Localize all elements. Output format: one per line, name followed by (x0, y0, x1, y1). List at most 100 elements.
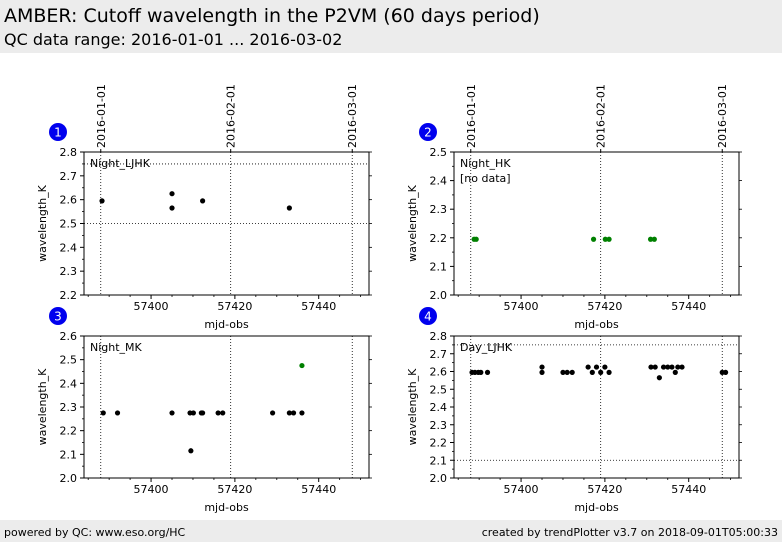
chart-panel-4: 57400 57420 57440 2.0 2.1 2.2 2.3 2.4 2.5 2.6 2.7 2… (406, 307, 742, 514)
data-point (660, 364, 667, 370)
panel-number: 2 (424, 126, 432, 140)
x-axis-label: mjd-obs (204, 318, 249, 331)
y-tick-label: 2.2 (430, 437, 448, 450)
data-point (200, 198, 206, 204)
x-axis-label: mjd-obs (204, 501, 249, 514)
y-tick-label: 2.6 (60, 330, 78, 343)
data-point (190, 410, 196, 416)
y-axis-label: wavelength_K (406, 368, 419, 446)
plot-frame (83, 335, 370, 479)
data-point (672, 369, 678, 375)
panel-number: 4 (424, 310, 432, 324)
no-data-note: [no data] (460, 172, 511, 185)
data-point (665, 364, 671, 370)
data-point (651, 236, 657, 242)
panel-label: Night_HK (460, 157, 511, 170)
x-tick-label: 57440 (301, 300, 336, 313)
data-point (473, 236, 479, 242)
y-tick-label: 2.4 (430, 401, 448, 414)
data-point (652, 364, 658, 370)
plot-frame (453, 335, 740, 479)
x-tick-label: 57440 (671, 300, 706, 313)
data-point (656, 375, 662, 381)
data-point (679, 364, 685, 370)
y-tick-label: 2.4 (60, 377, 78, 390)
panel-number: 3 (54, 310, 62, 324)
y-tick-label: 2.2 (60, 425, 78, 438)
x-tick-label: 57420 (217, 483, 252, 496)
data-point (593, 364, 600, 370)
y-tick-label: 2.0 (430, 289, 448, 302)
y-tick-label: 2.2 (60, 289, 78, 302)
y-tick-label: 2.8 (60, 146, 78, 159)
data-point (286, 205, 292, 211)
panel-number-badge (419, 307, 437, 325)
x-tick-label: 57400 (134, 483, 169, 496)
x-tick-label: 57400 (504, 483, 539, 496)
panel-number: 1 (54, 126, 62, 140)
data-point (484, 369, 491, 375)
y-tick-label: 2.6 (430, 366, 448, 379)
y-tick-label: 2.7 (60, 170, 78, 183)
data-point (564, 369, 570, 375)
x-tick-label: 57440 (301, 483, 336, 496)
data-point (648, 364, 654, 370)
data-point (598, 369, 604, 375)
data-point (100, 410, 106, 416)
y-tick-label: 2.0 (60, 472, 78, 485)
x-axis-label: mjd-obs (574, 318, 619, 331)
y-tick-label: 2.1 (60, 448, 78, 461)
data-point (299, 362, 305, 369)
data-point (606, 236, 612, 242)
chart-panel-1: 57400 57420 57440 2.2 2.3 2.4 2.5 2.6 2.7 2.8 mjd-… (36, 84, 372, 331)
y-tick-label: 2.2 (430, 232, 448, 245)
data-point (675, 364, 681, 370)
header-bar: AMBER: Cutoff wavelength in the P2VM (60… (0, 0, 782, 53)
panel-number-badge (49, 307, 67, 325)
data-point (539, 364, 545, 370)
y-axis-label: wavelength_K (36, 368, 49, 446)
data-point (539, 369, 545, 375)
data-point (560, 369, 566, 375)
data-point (169, 191, 175, 197)
data-point (114, 410, 121, 416)
panel-label: Night_MK (90, 341, 143, 354)
data-point (478, 369, 484, 375)
date-label: 2016-03-01 (346, 84, 359, 148)
footer-created-by: created by trendPlotter v3.7 on 2018-09-… (481, 526, 778, 539)
chart-panel-2: 57400 57420 57440 2.0 2.1 2.2 2.3 2.4 2.5 mjd-obs… (406, 84, 742, 331)
y-tick-label: 2.4 (430, 175, 448, 188)
data-point (299, 410, 305, 416)
x-tick-label: 57420 (587, 483, 622, 496)
x-tick-label: 57440 (671, 483, 706, 496)
data-point (286, 410, 292, 416)
data-point (669, 364, 675, 370)
data-point (290, 410, 297, 416)
data-point (169, 205, 175, 211)
y-tick-label: 2.0 (430, 472, 448, 485)
data-point (99, 198, 105, 204)
date-label: 2016-03-01 (716, 84, 729, 148)
y-tick-label: 2.3 (60, 265, 78, 278)
date-label: 2016-01-01 (465, 84, 478, 148)
data-point (215, 410, 221, 416)
y-tick-label: 2.3 (60, 401, 78, 414)
y-tick-label: 2.3 (430, 419, 448, 432)
data-point (188, 448, 194, 454)
data-point (270, 410, 276, 416)
x-tick-label: 57400 (134, 300, 169, 313)
y-tick-label: 2.5 (60, 218, 78, 231)
y-tick-label: 2.5 (60, 354, 78, 367)
footer-bar: powered by QC: www.eso.org/HC created by… (0, 520, 782, 542)
y-tick-label: 2.3 (430, 203, 448, 216)
chart-panel-3: 57400 57420 57440 2.0 2.1 2.2 2.3 2.4 2.5 2.6 mjd-… (36, 307, 372, 514)
x-tick-label: 57420 (587, 300, 622, 313)
x-axis-label: mjd-obs (574, 501, 619, 514)
data-point (722, 369, 729, 375)
data-point (200, 410, 206, 416)
data-point (589, 369, 595, 375)
x-tick-label: 57420 (217, 300, 252, 313)
y-tick-label: 2.5 (430, 146, 448, 159)
panel-label: Night_LJHK (90, 157, 151, 170)
